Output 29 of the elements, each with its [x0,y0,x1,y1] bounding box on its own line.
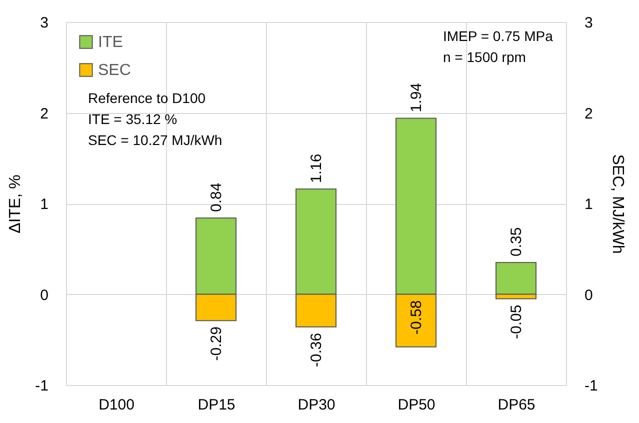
legend-label: ITE [98,34,123,51]
data-label: -0.36 [308,332,325,368]
y2-tick-label: -1 [584,378,598,394]
data-label: 1.94 [408,82,425,112]
y2-axis-title: SEC, MJ/kWh [608,154,626,254]
y-tick-label: 3 [40,14,48,32]
y2-tick-label: 0 [584,286,593,304]
y-tick-label: 1 [40,196,48,213]
y2-tick-label: 1 [584,196,593,213]
y-tick-label: 2 [40,105,48,122]
y2-tick-label: 2 [584,105,593,122]
annotation: Reference to D100 ITE = 35.12 % SEC = 10.27 MJ/kWh [88,90,222,148]
data-label: -0.58 [408,300,425,334]
data-label: 0.84 [208,182,225,212]
x-tick-label: DP65 [498,396,536,414]
x-tick-label: D100 [98,396,134,414]
data-label: -0.29 [208,326,225,361]
data-label: -0.05 [508,304,525,339]
y-tick-label: 0 [40,286,48,304]
data-label: 0.35 [508,227,525,256]
annotation: IMEP = 0.75 MPa n = 1500 rpm [443,28,554,65]
data-label: 1.16 [308,154,325,183]
x-tick-label: DP50 [398,396,436,414]
x-tick-label: DP15 [198,396,236,414]
y-axis-title: ΔITE, % [7,174,24,234]
y-tick-label: -1 [35,378,48,394]
legend-label: SEC [98,62,131,79]
y2-tick-label: 3 [584,14,593,32]
x-tick-label: DP30 [298,396,336,414]
